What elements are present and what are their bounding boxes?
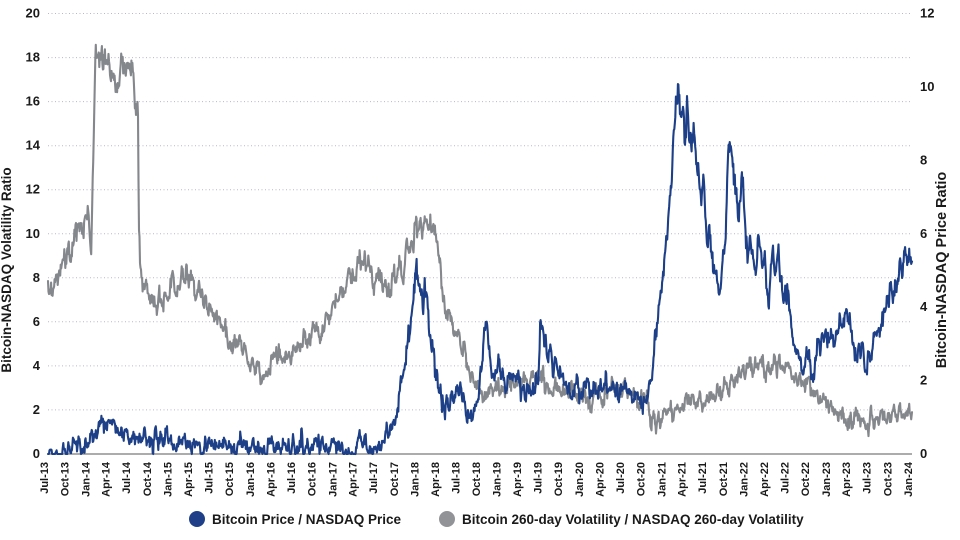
svg-text:Apr-16: Apr-16: [265, 462, 277, 497]
svg-text:12: 12: [26, 182, 40, 197]
svg-text:Jul-19: Jul-19: [533, 462, 545, 494]
svg-text:4: 4: [33, 358, 41, 373]
svg-text:Jul-16: Jul-16: [286, 462, 298, 494]
svg-text:Jan-19: Jan-19: [492, 462, 504, 497]
svg-text:6: 6: [920, 226, 927, 241]
svg-text:Oct-23: Oct-23: [882, 462, 894, 496]
svg-text:Jan-24: Jan-24: [903, 461, 915, 497]
svg-text:Apr-23: Apr-23: [841, 462, 853, 497]
svg-text:8: 8: [33, 270, 40, 285]
svg-text:Jan-16: Jan-16: [245, 462, 257, 497]
svg-text:18: 18: [26, 50, 40, 65]
svg-text:0: 0: [33, 446, 40, 461]
svg-text:Jul-20: Jul-20: [615, 462, 627, 494]
svg-text:Apr-20: Apr-20: [594, 462, 606, 497]
svg-text:Bitcoin-NASDAQ Price Ratio: Bitcoin-NASDAQ Price Ratio: [934, 172, 950, 369]
svg-text:Bitcoin-NASDAQ Volatility Rati: Bitcoin-NASDAQ Volatility Ratio: [0, 167, 14, 372]
svg-text:Oct-21: Oct-21: [718, 462, 730, 496]
svg-text:Jan-23: Jan-23: [821, 462, 833, 497]
svg-text:Jan-21: Jan-21: [656, 462, 668, 497]
svg-text:2: 2: [33, 402, 40, 417]
svg-text:Oct-22: Oct-22: [800, 462, 812, 496]
svg-text:Bitcoin 260-day Volatility /: Bitcoin 260-day Volatility / NASDAQ 260-…: [462, 512, 804, 527]
svg-text:20: 20: [26, 6, 40, 21]
svg-text:6: 6: [33, 314, 40, 329]
svg-text:Oct-20: Oct-20: [636, 462, 648, 496]
svg-text:Jul-14: Jul-14: [121, 461, 133, 494]
svg-text:Apr-19: Apr-19: [512, 462, 524, 497]
svg-text:Oct-16: Oct-16: [307, 462, 319, 496]
svg-text:Jul-15: Jul-15: [203, 462, 215, 494]
svg-text:Oct-19: Oct-19: [553, 462, 565, 496]
svg-text:Oct-13: Oct-13: [60, 462, 72, 496]
svg-text:Jul-13: Jul-13: [39, 462, 51, 494]
svg-text:10: 10: [920, 79, 934, 94]
svg-text:10: 10: [26, 226, 40, 241]
svg-text:Jan-14: Jan-14: [80, 461, 92, 497]
svg-text:Jul-17: Jul-17: [368, 462, 380, 494]
svg-text:Oct-14: Oct-14: [142, 461, 154, 496]
svg-text:8: 8: [920, 152, 927, 167]
svg-text:Jan-22: Jan-22: [739, 462, 751, 497]
svg-text:0: 0: [920, 446, 927, 461]
svg-text:Oct-18: Oct-18: [471, 462, 483, 496]
svg-text:Apr-21: Apr-21: [677, 462, 689, 497]
svg-text:Oct-15: Oct-15: [224, 462, 236, 496]
svg-text:14: 14: [26, 138, 41, 153]
svg-text:12: 12: [920, 6, 934, 21]
svg-text:Jan-15: Jan-15: [163, 462, 175, 497]
svg-text:Oct-17: Oct-17: [389, 462, 401, 496]
svg-text:Jan-17: Jan-17: [327, 462, 339, 497]
svg-text:2: 2: [920, 373, 927, 388]
svg-text:16: 16: [26, 94, 40, 109]
svg-text:Jan-20: Jan-20: [574, 462, 586, 497]
svg-text:Apr-22: Apr-22: [759, 462, 771, 497]
svg-text:Jul-18: Jul-18: [450, 462, 462, 494]
svg-text:Jul-21: Jul-21: [697, 462, 709, 494]
svg-text:Apr-15: Apr-15: [183, 462, 195, 497]
svg-text:Apr-14: Apr-14: [101, 461, 113, 497]
svg-text:Bitcoin Price / NASDAQ Price: Bitcoin Price / NASDAQ Price: [212, 512, 402, 527]
svg-text:Jul-23: Jul-23: [862, 462, 874, 494]
svg-text:4: 4: [920, 299, 928, 314]
svg-text:Jul-22: Jul-22: [779, 462, 791, 494]
svg-text:Apr-17: Apr-17: [348, 462, 360, 497]
svg-text:Jan-18: Jan-18: [410, 462, 422, 497]
svg-text:Apr-18: Apr-18: [430, 462, 442, 497]
